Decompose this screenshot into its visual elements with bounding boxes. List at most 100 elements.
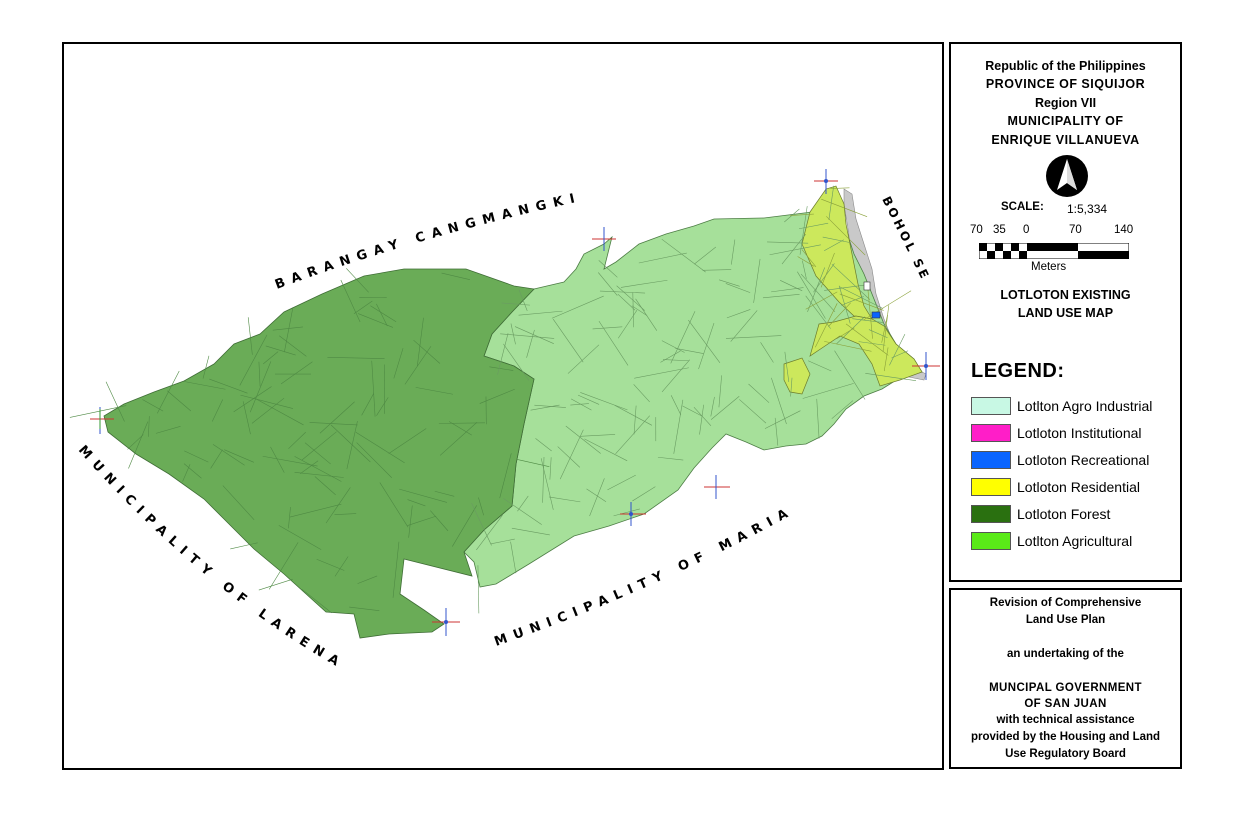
parcel-line — [251, 397, 285, 424]
parcel-line — [340, 279, 361, 323]
parcel-line — [882, 305, 890, 352]
parcel-line — [570, 398, 592, 411]
parcel-line — [540, 458, 554, 510]
parcel-line — [288, 507, 291, 529]
parcel-line — [407, 499, 426, 507]
parcel-line — [779, 280, 803, 292]
scale-label: SCALE: — [1001, 201, 1044, 213]
parcel-line — [439, 422, 478, 456]
parcel-line — [592, 326, 623, 330]
parcel-line — [670, 311, 696, 364]
legend-label: Lotloton Recreational — [1017, 452, 1150, 468]
parcel-line — [379, 482, 409, 528]
parcel-line — [821, 198, 868, 217]
parcel-line — [771, 287, 804, 293]
parcel-line — [148, 416, 150, 437]
parcel-line — [830, 187, 850, 189]
parcel-line — [357, 575, 378, 584]
parcel-line — [865, 372, 917, 382]
parcel-line — [452, 505, 477, 547]
parcel-line — [415, 387, 454, 395]
parcel-line — [514, 326, 554, 344]
parcel-line — [801, 249, 817, 268]
parcel-line — [661, 340, 685, 353]
legend-label: Lotloton Residential — [1017, 479, 1140, 495]
parcel-line — [802, 383, 854, 399]
parcel-line — [841, 296, 864, 306]
parcel-line — [255, 398, 304, 426]
parcel-line — [327, 357, 385, 359]
parcel-line — [824, 284, 868, 291]
title-municipality: MUNICIPALITY OF — [1007, 114, 1124, 128]
parcel-line — [353, 300, 373, 314]
parcel-line — [748, 383, 770, 403]
residential-zone-west — [783, 357, 811, 395]
parcel-line — [838, 285, 851, 324]
parcel-line — [407, 515, 437, 526]
parcel-line — [661, 238, 706, 273]
parcel-line — [268, 542, 299, 590]
parcel-line — [334, 556, 349, 577]
parcel-line — [157, 370, 180, 414]
parcel-line — [240, 394, 294, 409]
parcel-line — [839, 293, 884, 311]
parcel-line — [598, 260, 618, 278]
parcel-line — [802, 260, 807, 279]
parcel-line — [760, 342, 774, 363]
parcel-line — [155, 426, 181, 434]
parcel-line — [233, 386, 272, 413]
parcel-line — [670, 395, 682, 415]
parcel-line — [294, 456, 342, 482]
parcel-line — [263, 351, 279, 365]
parcel-line — [242, 401, 251, 435]
parcel-line — [499, 453, 512, 499]
parcel-line — [598, 320, 629, 366]
parcel-line — [376, 303, 388, 327]
parcel-line — [300, 460, 319, 474]
credit-line: MUNCIPAL GOVERNMENT — [989, 682, 1142, 694]
parcel-line — [688, 319, 721, 364]
parcel-line — [675, 348, 704, 354]
parcel-line — [142, 399, 164, 412]
parcel-line — [694, 246, 717, 265]
parcel-line — [301, 589, 332, 614]
north-arrow-icon — [1046, 155, 1088, 197]
parcel-line — [489, 366, 514, 371]
parcel-line — [294, 472, 344, 478]
legend-label: Lotloton Institutional — [1017, 425, 1142, 441]
parcel-line — [730, 310, 758, 342]
parcel-line — [762, 293, 800, 299]
credits-panel: Revision of Comprehensive Land Use Plan … — [949, 588, 1182, 769]
parcel-line — [638, 252, 687, 264]
credit-line: provided by the Housing and Land — [970, 731, 1161, 743]
parcel-line — [517, 495, 529, 512]
survey-marker — [912, 352, 940, 380]
parcel-line — [202, 355, 210, 379]
parcel-line — [661, 359, 691, 393]
parcel-line — [370, 305, 397, 322]
parcel-line — [330, 424, 371, 463]
parcel-line — [272, 326, 304, 331]
parcel-line — [355, 431, 405, 464]
parcel-line — [448, 421, 472, 436]
parcel-line — [471, 502, 492, 546]
parcel-line — [392, 541, 400, 598]
parcel-line — [413, 339, 441, 364]
parcel-line — [631, 305, 648, 316]
parcel-line — [325, 487, 351, 524]
parcel-line — [699, 404, 704, 435]
parcel-line — [828, 302, 852, 327]
parcel-line — [693, 406, 712, 427]
parcel-line — [702, 269, 732, 271]
parcel-line — [889, 333, 906, 366]
parcel-line — [781, 233, 806, 265]
parcel-line — [434, 490, 455, 497]
credit-line: OF SAN JUAN — [1024, 698, 1107, 710]
parcel-line — [866, 282, 873, 339]
parcel-line — [551, 295, 604, 319]
parcel-line — [769, 244, 821, 256]
parcel-line — [289, 503, 342, 518]
parcel-line — [334, 513, 357, 516]
parcel-line — [797, 271, 826, 319]
credit-line: an undertaking of the — [1007, 648, 1124, 660]
